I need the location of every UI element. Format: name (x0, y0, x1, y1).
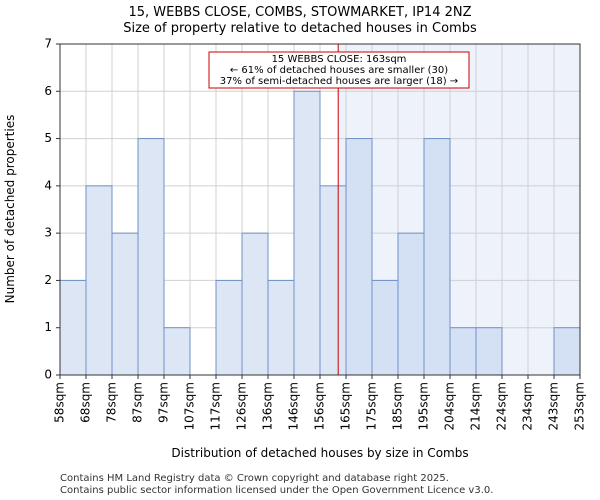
x-tick-label: 78sqm (105, 382, 119, 423)
bar-243sqm (553, 327, 581, 376)
bar-58sqm (59, 279, 87, 376)
x-tick-label: 185sqm (391, 382, 405, 430)
y-axis-label: Number of detached properties (3, 115, 17, 304)
x-tick-label: 165sqm (339, 382, 353, 430)
x-tick-label: 146sqm (287, 382, 301, 430)
bar-204sqm (449, 327, 477, 376)
bar-146sqm (293, 90, 321, 376)
bar-126sqm (241, 232, 269, 376)
x-tick-label: 126sqm (235, 382, 249, 430)
bar-214sqm (475, 327, 503, 376)
y-tick-label: 6 (44, 84, 52, 98)
x-tick-label: 234sqm (521, 382, 535, 430)
bar-117sqm (215, 279, 243, 376)
y-tick-label: 7 (44, 37, 52, 51)
x-tick-label: 253sqm (573, 382, 587, 430)
bar-87sqm (137, 138, 165, 376)
annotation-line-2: ← 61% of detached houses are smaller (30… (230, 65, 448, 76)
annotation-line-3: 37% of semi-detached houses are larger (… (220, 76, 458, 87)
x-tick-label: 97sqm (157, 382, 171, 423)
chart-title: 15, WEBBS CLOSE, COMBS, STOWMARKET, IP14… (128, 5, 471, 20)
x-tick-label: 58sqm (53, 382, 67, 423)
bar-156sqm (319, 185, 347, 376)
x-axis-label: Distribution of detached houses by size … (171, 446, 468, 460)
y-ticks: 0 1 2 3 4 5 6 7 (44, 37, 60, 382)
bar-97sqm (163, 327, 191, 376)
y-tick-label: 0 (44, 368, 52, 382)
y-tick-label: 1 (44, 320, 52, 334)
chart-subtitle: Size of property relative to detached ho… (123, 21, 477, 36)
bar-136sqm (267, 279, 295, 376)
x-tick-label: 107sqm (183, 382, 197, 430)
footer-line-1: Contains HM Land Registry data © Crown c… (60, 473, 449, 484)
y-tick-label: 3 (44, 226, 52, 240)
x-tick-label: 195sqm (417, 382, 431, 430)
y-tick-label: 5 (44, 131, 52, 145)
x-tick-label: 243sqm (547, 382, 561, 430)
bar-195sqm (423, 138, 451, 376)
x-tick-label: 224sqm (495, 382, 509, 430)
y-tick-label: 4 (44, 178, 52, 192)
footer-line-2: Contains public sector information licen… (60, 485, 494, 496)
x-tick-label: 68sqm (79, 382, 93, 423)
x-ticks: 58sqm 68sqm 78sqm 87sqm 97sqm 107sqm 117sqm 126… (53, 375, 587, 430)
bars (59, 90, 581, 376)
x-tick-label: 87sqm (131, 382, 145, 423)
x-tick-label: 117sqm (209, 382, 223, 430)
bar-78sqm (111, 232, 139, 376)
x-tick-label: 214sqm (469, 382, 483, 430)
y-tick-label: 2 (44, 273, 52, 287)
bar-185sqm (397, 232, 425, 376)
x-tick-label: 204sqm (443, 382, 457, 430)
x-tick-label: 156sqm (313, 382, 327, 430)
bar-68sqm (85, 185, 113, 376)
x-tick-label: 175sqm (365, 382, 379, 430)
annotation-box: 15 WEBBS CLOSE: 163sqm ← 61% of detached… (208, 51, 470, 89)
annotation-frame (208, 51, 470, 89)
annotation-line-1: 15 WEBBS CLOSE: 163sqm (272, 54, 407, 65)
bar-165sqm (345, 138, 373, 376)
bar-175sqm (371, 279, 399, 376)
x-tick-label: 136sqm (261, 382, 275, 430)
